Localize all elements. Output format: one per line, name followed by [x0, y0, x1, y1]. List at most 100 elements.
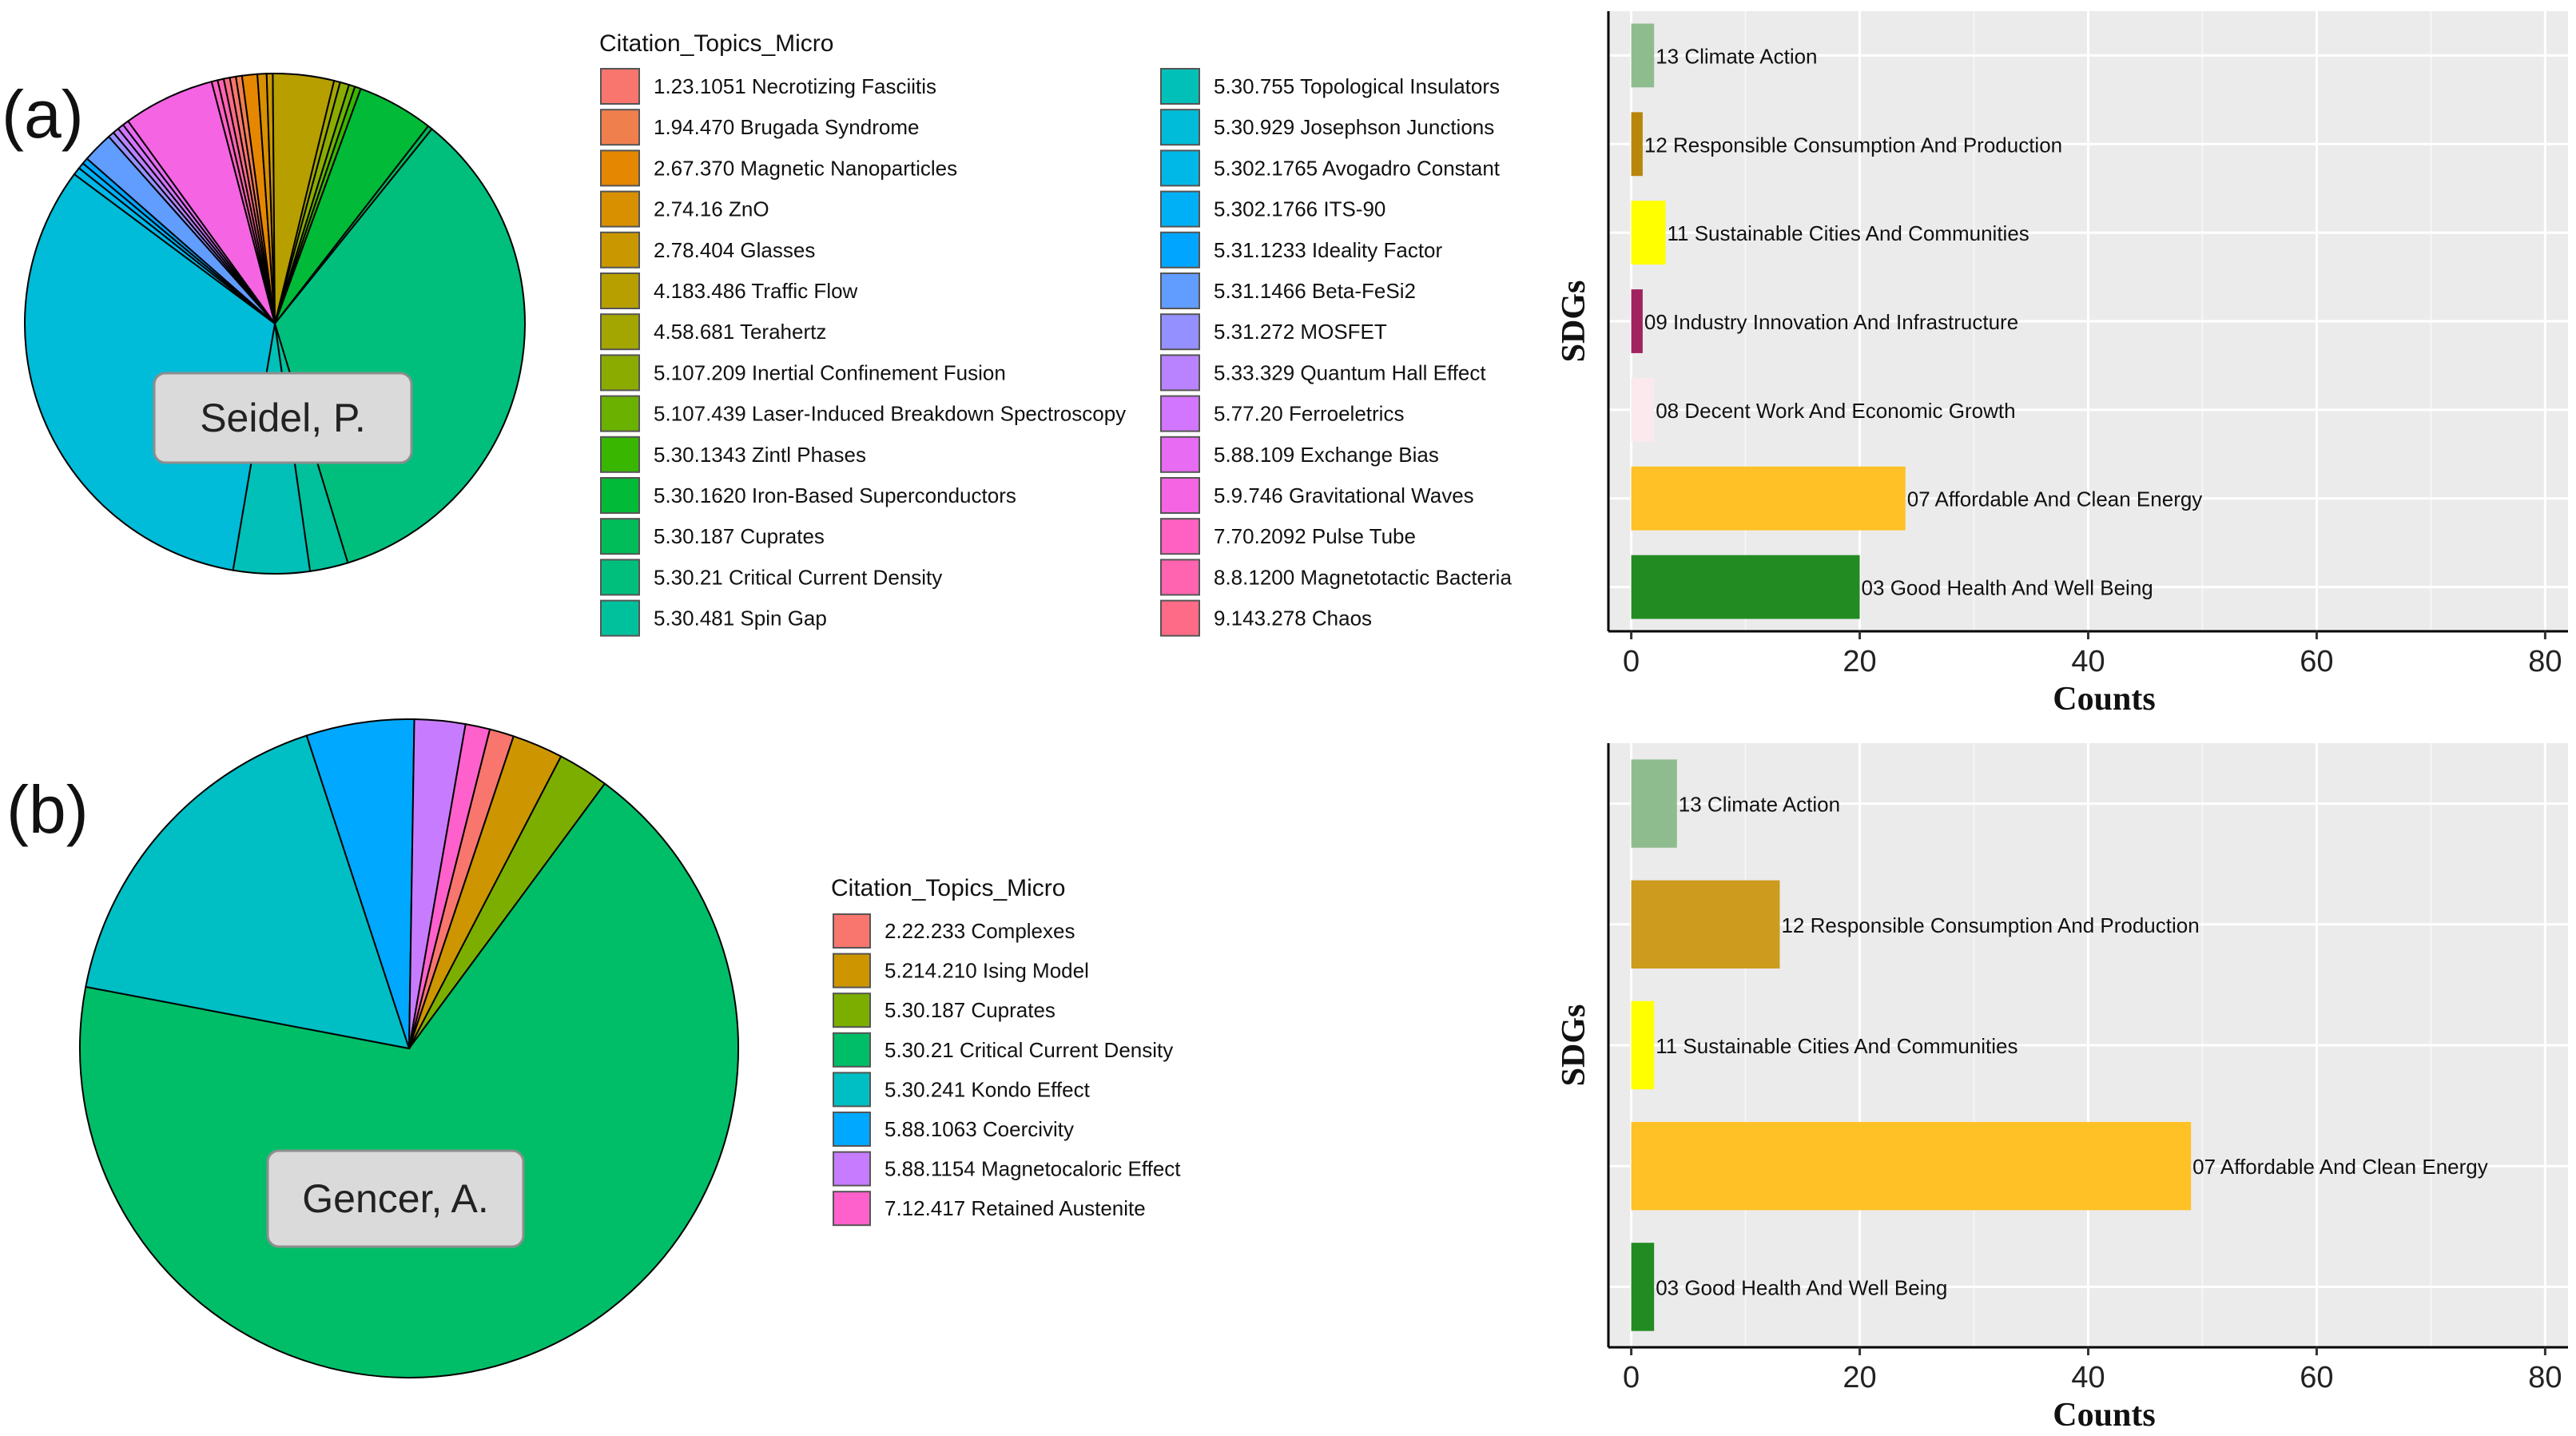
legend-b-swatch-3	[833, 1032, 871, 1068]
bar-a-y-title: SDGs	[1556, 280, 1592, 363]
legend-a-label-23: 5.88.109 Exchange Bias	[1214, 443, 1439, 467]
legend-a-swatch-16	[1160, 149, 1200, 187]
bar-a-bar-label-1: 12 Responsible Consumption And Productio…	[1644, 133, 2062, 157]
bar-b-tick-label-3: 60	[2300, 1361, 2333, 1394]
legend-a-label-9: 5.30.1343 Zintl Phases	[654, 443, 866, 467]
bar-b-x-title: Counts	[2053, 1397, 2155, 1434]
legend-a-swatch-22	[1160, 395, 1200, 432]
legend-a-swatch-9	[600, 436, 640, 473]
pie-b-slice-7	[408, 722, 491, 1049]
legend-a-swatch-24	[1160, 477, 1200, 514]
legend-b-label-6: 5.88.1154 Magnetocaloric Effect	[885, 1157, 1181, 1181]
pie-b-slice-5	[305, 718, 415, 1049]
legend-b-label-4: 5.30.241 Kondo Effect	[885, 1077, 1091, 1101]
bar-b-bar-4	[1631, 1243, 1655, 1331]
legend-a-label-25: 7.70.2092 Pulse Tube	[1214, 524, 1416, 548]
legend-b-swatch-5	[833, 1112, 871, 1147]
legend-b-label-5: 5.88.1063 Coercivity	[885, 1117, 1074, 1141]
pie-chart-b	[79, 718, 739, 1378]
bar-a-bar-label-0: 13 Climate Action	[1656, 44, 1817, 68]
author-label-a: Seidel, P.	[200, 396, 366, 440]
legend-a-label-3: 2.74.16 ZnO	[654, 197, 769, 221]
pie-chart-a	[24, 73, 526, 575]
legend-a-label-11: 5.30.187 Cuprates	[654, 524, 825, 548]
author-box-a-frame	[153, 372, 413, 464]
legend-a-swatch-4	[600, 231, 640, 269]
legend-b-swatch-0	[833, 913, 871, 949]
bar-b-bar-3	[1631, 1122, 2192, 1211]
legend-a-label-4: 2.78.404 Glasses	[654, 238, 815, 262]
bar-chart-b: 13 Climate Action 12 Responsible Consumpt…	[1556, 743, 2568, 1434]
bar-a-bar-0	[1631, 23, 1655, 88]
bar-b-bar-2	[1631, 1000, 1655, 1090]
bar-b-bar-0	[1631, 759, 1677, 848]
bar-b-tick-label-4: 80	[2528, 1361, 2562, 1394]
legend-a-label-6: 4.58.681 Terahertz	[654, 320, 826, 344]
legend-a-swatch-10	[600, 477, 640, 514]
pie-a-slice-27	[222, 76, 276, 324]
legend-a-label-24: 5.9.746 Gravitational Waves	[1214, 483, 1474, 507]
legend-a-label-16: 5.302.1765 Avogadro Constant	[1214, 156, 1501, 180]
legend-a-label-15: 5.30.929 Josephson Junctions	[1214, 115, 1494, 139]
bar-b-bar-label-1: 12 Responsible Consumption And Productio…	[1781, 913, 2199, 937]
bar-b-tick-label-0: 0	[1623, 1361, 1640, 1394]
legend-a-label-18: 5.31.1233 Ideality Factor	[1214, 238, 1443, 262]
legend-a-swatch-11	[600, 518, 640, 555]
legend-a-label-10: 5.30.1620 Iron-Based Superconductors	[654, 483, 1016, 507]
legend-a-title: Citation_Topics_Micro	[599, 30, 833, 57]
bar-a-bar-1	[1631, 112, 1643, 177]
legend-a-label-5: 4.183.486 Traffic Flow	[654, 279, 858, 303]
legend-a-swatch-21	[1160, 354, 1200, 392]
legend-a-swatch-20	[1160, 313, 1200, 351]
legend-a-label-21: 5.33.329 Quantum Hall Effect	[1214, 360, 1486, 384]
legend-b-label-7: 7.12.417 Retained Austenite	[885, 1196, 1146, 1220]
legend-b-swatch-7	[833, 1191, 871, 1227]
legend-a-swatch-3	[600, 190, 640, 228]
bar-a-bar-label-2: 11 Sustainable Cities And Communities	[1667, 221, 2029, 245]
bar-a-bar-3	[1631, 289, 1643, 353]
bar-b-tick-label-1: 20	[1843, 1361, 1876, 1394]
legend-a-label-12: 5.30.21 Critical Current Density	[654, 565, 942, 589]
legend-a-swatch-14	[1160, 68, 1200, 105]
legend-a: Citation_Topics_Micro 1.23.1051 Necrotiz…	[599, 30, 1512, 637]
pie-b-slice-4	[85, 734, 411, 1050]
legend-a-swatch-13	[600, 599, 640, 637]
bar-a-bar-5	[1631, 466, 1906, 531]
legend-a-swatch-23	[1160, 436, 1200, 473]
author-label-b: Gencer, A.	[302, 1176, 488, 1221]
legend-b-swatch-2	[833, 992, 871, 1028]
bar-b-bar-label-2: 11 Sustainable Cities And Communities	[1656, 1034, 2017, 1058]
pie-b-slice-3	[79, 782, 739, 1378]
legend-b-label-3: 5.30.21 Critical Current Density	[885, 1038, 1173, 1062]
bar-b-bar-1	[1631, 880, 1780, 969]
bar-a-tick-label-4: 80	[2528, 645, 2562, 678]
pie-a-slice-15	[24, 173, 276, 571]
author-box-b: Gencer, A.	[266, 1149, 525, 1248]
legend-a-swatch-2	[600, 149, 640, 187]
legend-a-swatch-5	[600, 272, 640, 309]
bar-b-bar-label-4: 03 Good Health And Well Being	[1656, 1275, 1947, 1299]
bar-chart-a: 13 Climate Action 12 Responsible Consumpt…	[1556, 11, 2568, 718]
bar-b-tick-label-2: 40	[2071, 1361, 2105, 1394]
legend-a-label-20: 5.31.272 MOSFET	[1214, 320, 1387, 344]
legend-b-label-1: 5.214.210 Ising Model	[885, 959, 1089, 983]
bar-a-x-title: Counts	[2053, 681, 2155, 718]
legend-a-swatch-18	[1160, 231, 1200, 269]
legend-a-swatch-8	[600, 395, 640, 432]
bar-b-y-title: SDGs	[1556, 1004, 1592, 1087]
legend-a-swatch-0	[600, 68, 640, 105]
legend-b-swatch-4	[833, 1072, 871, 1108]
legend-a-swatch-26	[1160, 559, 1200, 596]
legend-a-swatch-17	[1160, 190, 1200, 228]
legend-a-label-0: 1.23.1051 Necrotizing Fasciitis	[654, 74, 936, 98]
legend-a-label-8: 5.107.439 Laser-Induced Breakdown Spectr…	[654, 402, 1126, 426]
bar-b-bar-label-0: 13 Climate Action	[1679, 793, 1840, 817]
legend-a-label-17: 5.302.1766 ITS-90	[1214, 197, 1385, 221]
panel-label-a: (a)	[2, 77, 84, 152]
author-box-a: Seidel, P.	[153, 372, 413, 464]
legend-a-label-7: 5.107.209 Inertial Confinement Fusion	[654, 360, 1006, 384]
bar-a-bar-6	[1631, 555, 1860, 619]
bar-a-bar-4	[1631, 377, 1655, 442]
legend-a-label-26: 8.8.1200 Magnetotactic Bacteria	[1214, 565, 1512, 589]
